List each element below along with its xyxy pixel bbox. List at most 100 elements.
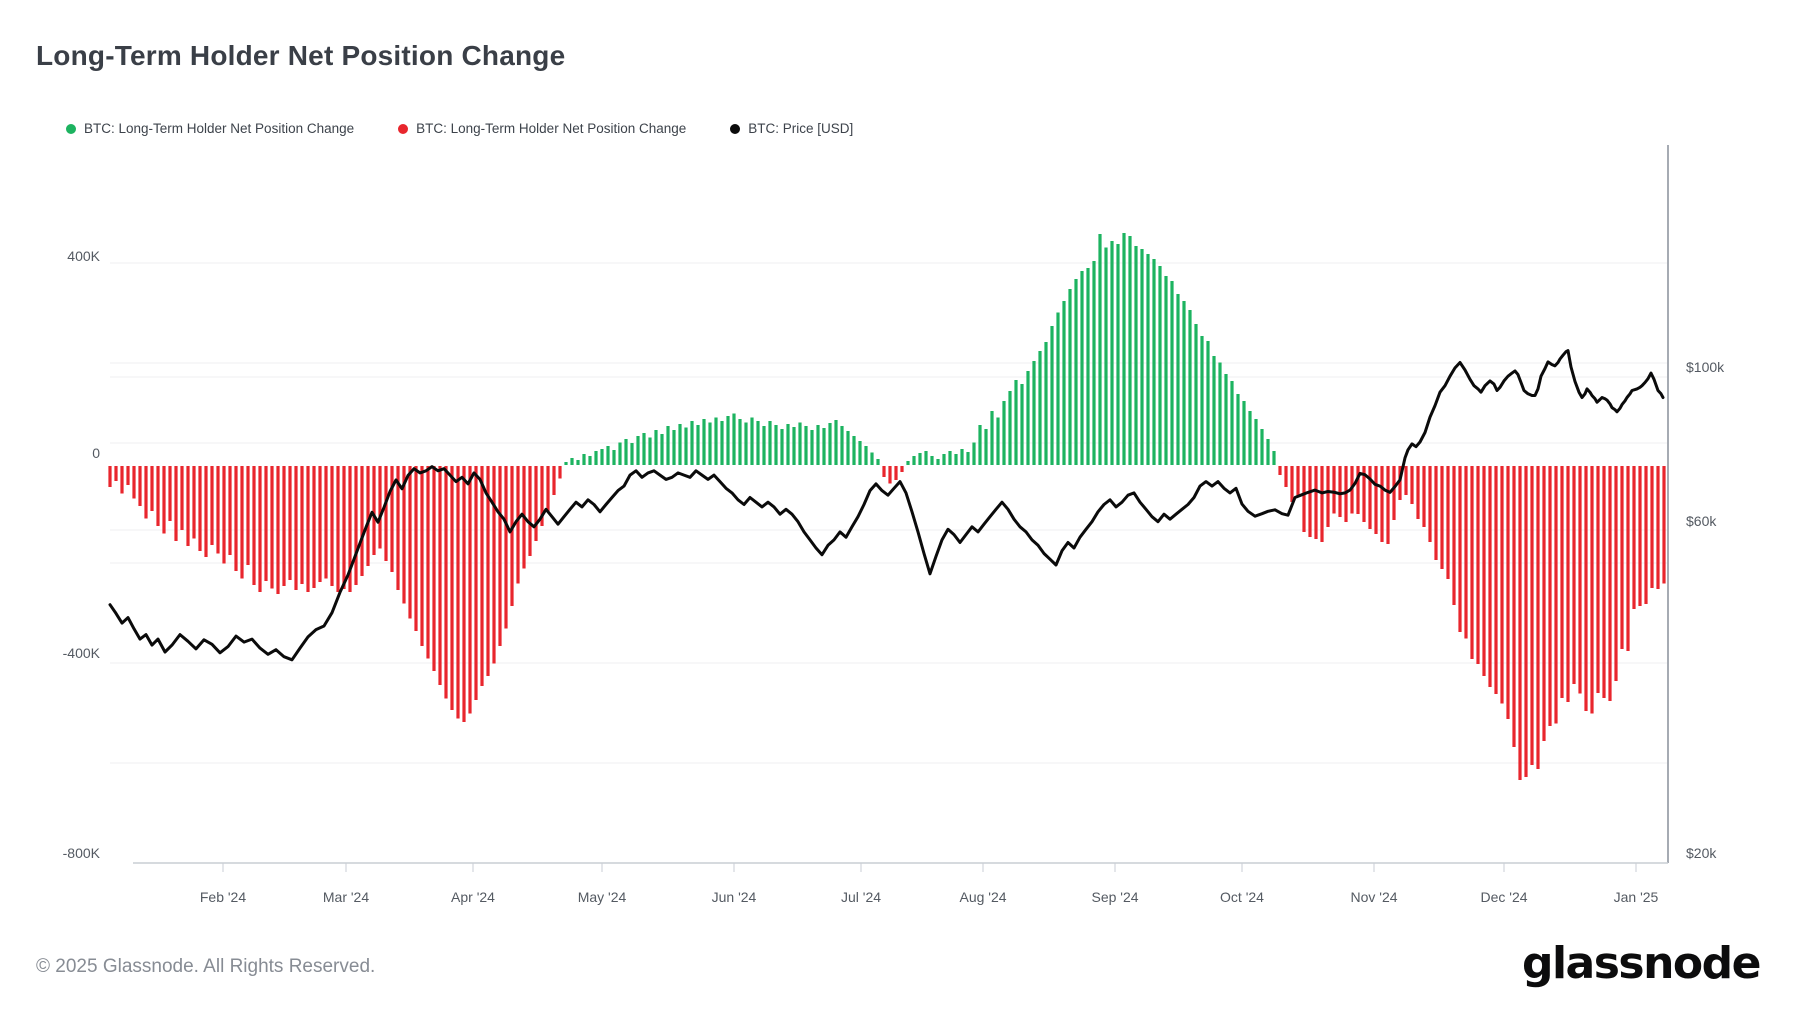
bar-negative xyxy=(162,466,166,534)
bar-negative xyxy=(1476,466,1480,664)
bar-negative xyxy=(1470,466,1474,659)
bar-positive xyxy=(1080,271,1084,465)
bar-negative xyxy=(510,466,514,606)
bar-positive xyxy=(678,424,682,465)
legend-item-btc-price[interactable]: BTC: Price [USD] xyxy=(730,121,853,136)
bar-negative xyxy=(168,466,172,521)
bar-negative xyxy=(1452,466,1456,605)
bar-positive xyxy=(1110,241,1114,465)
bar-negative xyxy=(426,466,430,659)
y-axis-left-tick: 0 xyxy=(92,445,100,461)
bar-negative xyxy=(1542,466,1546,741)
bar-negative xyxy=(330,466,334,586)
bar-negative xyxy=(204,466,208,557)
bar-positive xyxy=(1044,342,1048,465)
bar-positive xyxy=(714,417,718,465)
glassnode-logo: glassnode xyxy=(1521,938,1762,989)
bar-positive xyxy=(936,459,940,465)
bar-negative xyxy=(1320,466,1324,542)
bar-negative xyxy=(1512,466,1516,747)
bar-negative xyxy=(450,466,454,710)
bar-positive xyxy=(666,426,670,465)
bar-negative xyxy=(1422,466,1426,527)
bar-positive xyxy=(846,431,850,465)
bar-negative xyxy=(300,466,304,584)
bar-positive xyxy=(1248,411,1252,465)
bar-positive xyxy=(990,411,994,465)
bar-negative xyxy=(384,466,388,561)
bar-negative xyxy=(390,466,394,572)
bar-negative xyxy=(558,466,562,479)
bar-negative xyxy=(1614,466,1618,681)
bar-negative xyxy=(516,466,520,584)
bar-negative xyxy=(1644,466,1648,604)
bar-negative xyxy=(1458,466,1462,632)
bar-positive xyxy=(978,425,982,465)
bar-negative xyxy=(1326,466,1330,527)
bar-positive xyxy=(1050,326,1054,465)
bar-negative xyxy=(306,466,310,592)
bar-positive xyxy=(696,425,700,465)
bar-negative xyxy=(1386,466,1390,544)
bar-negative xyxy=(1338,466,1342,517)
bar-negative xyxy=(288,466,292,580)
bar-negative xyxy=(894,466,898,480)
bar-negative xyxy=(1398,466,1402,500)
bar-positive xyxy=(780,429,784,465)
bar-negative xyxy=(1380,466,1384,542)
bar-positive xyxy=(972,442,976,465)
bar-negative xyxy=(1638,466,1642,606)
bar-positive xyxy=(1224,374,1228,465)
bar-negative xyxy=(348,466,352,592)
bar-positive xyxy=(684,427,688,465)
bar-negative xyxy=(282,466,286,586)
bar-positive xyxy=(1176,294,1180,465)
bar-positive xyxy=(834,420,838,465)
legend-item-lth-positive[interactable]: BTC: Long-Term Holder Net Position Chang… xyxy=(66,121,354,136)
bar-positive xyxy=(1218,362,1222,465)
bar-negative xyxy=(378,466,382,549)
bar-positive xyxy=(726,416,730,465)
bar-negative xyxy=(234,466,238,571)
bar-positive xyxy=(828,423,832,465)
bar-negative xyxy=(1440,466,1444,569)
bar-positive xyxy=(582,454,586,465)
legend-label: BTC: Price [USD] xyxy=(748,121,854,136)
bar-positive xyxy=(1236,394,1240,465)
bar-positive xyxy=(774,425,778,465)
bar-negative xyxy=(1650,466,1654,588)
bar-negative xyxy=(216,466,220,554)
bar-negative xyxy=(474,466,478,700)
bar-positive xyxy=(570,458,574,465)
bar-negative xyxy=(336,466,340,592)
bar-negative xyxy=(1506,466,1510,719)
bar-negative xyxy=(150,466,154,511)
x-axis-tick: Sep '24 xyxy=(1091,889,1139,905)
legend-dot-red-icon xyxy=(398,123,409,134)
bar-positive xyxy=(1128,236,1132,465)
bar-negative xyxy=(882,466,886,477)
x-axis-tick: Nov '24 xyxy=(1350,889,1398,905)
bar-negative xyxy=(198,466,202,551)
bar-negative xyxy=(1536,466,1540,769)
bar-positive xyxy=(1134,246,1138,465)
bar-negative xyxy=(240,466,244,579)
x-axis-tick: Mar '24 xyxy=(322,889,370,905)
bar-positive xyxy=(1194,324,1198,465)
bar-negative xyxy=(108,466,112,487)
legend-dot-black-icon xyxy=(730,123,741,134)
bar-positive xyxy=(762,426,766,465)
bar-positive xyxy=(798,422,802,465)
bar-positive xyxy=(744,422,748,465)
bar-positive xyxy=(858,441,862,465)
bar-positive xyxy=(750,417,754,465)
bar-negative xyxy=(1548,466,1552,726)
y-axis-left-tick: 400K xyxy=(67,248,100,264)
bar-positive xyxy=(1056,312,1060,465)
bar-positive xyxy=(1152,259,1156,465)
bar-positive xyxy=(600,449,604,465)
bar-positive xyxy=(1032,361,1036,465)
btc-price-line xyxy=(108,349,1665,662)
legend-item-lth-negative[interactable]: BTC: Long-Term Holder Net Position Chang… xyxy=(398,121,686,136)
